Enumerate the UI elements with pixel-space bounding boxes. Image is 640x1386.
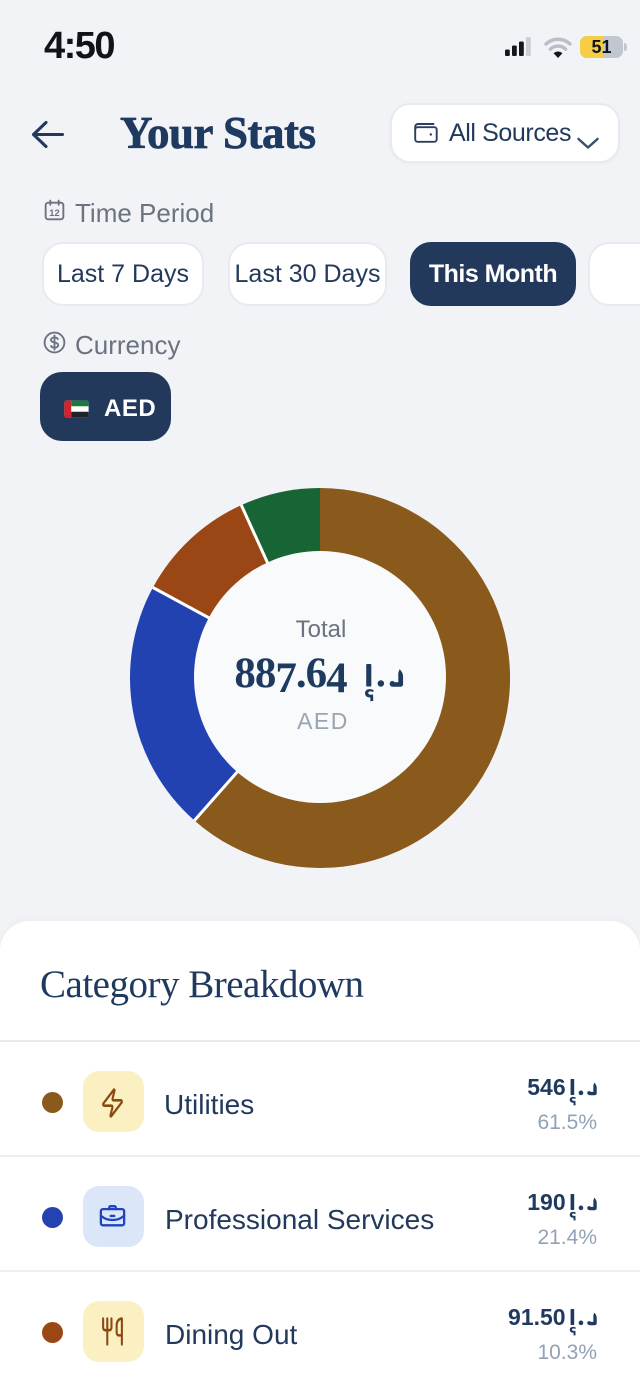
svg-text:12: 12 bbox=[49, 208, 59, 218]
